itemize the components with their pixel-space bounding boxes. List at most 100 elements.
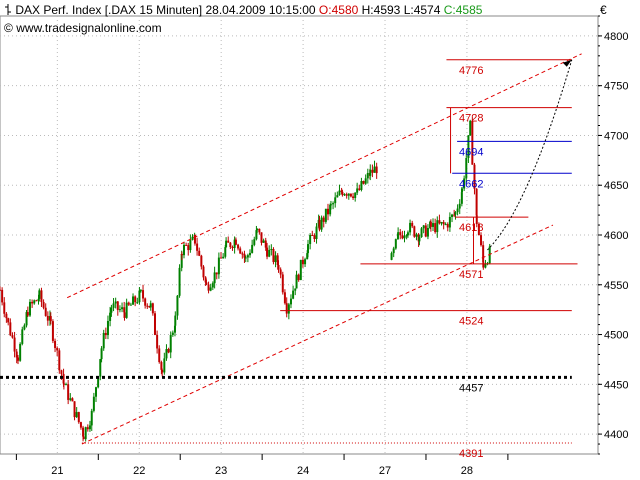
candle-body — [178, 267, 181, 296]
candle-body — [42, 301, 45, 308]
level-label: 4524 — [459, 316, 483, 328]
candle-body — [277, 264, 280, 270]
candle-body — [409, 222, 412, 233]
candle-body — [460, 192, 463, 204]
candle-body — [139, 290, 142, 292]
candle-body — [160, 362, 163, 370]
candle-body — [390, 253, 393, 260]
currency-symbol: € — [600, 3, 607, 17]
y-tick-label: 4700 — [604, 130, 628, 142]
candle-body — [156, 334, 159, 349]
candle-body — [110, 307, 113, 313]
candle-body — [482, 245, 485, 263]
candle-body — [3, 302, 6, 314]
candle-body — [46, 315, 49, 321]
candle-body — [193, 234, 196, 244]
candle-body — [134, 296, 137, 303]
candle-body — [352, 196, 355, 199]
candle-body — [100, 348, 103, 360]
candle-body — [82, 427, 85, 437]
candle-body — [349, 193, 352, 197]
candle-body — [418, 236, 421, 242]
candle-body — [371, 169, 374, 173]
candle-body — [77, 412, 80, 423]
candle-body — [161, 369, 164, 373]
candle-body — [241, 253, 244, 255]
candle-body — [442, 222, 445, 225]
candle-body — [169, 334, 172, 353]
candle-body — [354, 192, 357, 199]
candle-body — [102, 332, 105, 349]
candle-body — [426, 227, 429, 237]
candle-body — [132, 296, 135, 305]
candle-body — [37, 298, 40, 301]
candle-body — [88, 425, 91, 430]
candle-body — [484, 263, 487, 268]
level-label: 4618 — [459, 222, 483, 234]
candle-body — [475, 188, 478, 216]
candle-body — [211, 283, 214, 288]
y-tick-label: 4550 — [604, 280, 628, 292]
candle-body — [123, 307, 126, 313]
level-label: 4776 — [459, 65, 483, 77]
candle-body — [227, 240, 230, 243]
y-tick-label: 4750 — [604, 81, 628, 93]
candle-body — [322, 217, 325, 222]
candle-body — [429, 221, 432, 227]
candle-body — [202, 266, 205, 278]
candle-body — [448, 216, 451, 228]
candle-body — [123, 312, 126, 318]
candle-body — [17, 357, 20, 361]
candle-body — [222, 256, 225, 259]
candle-body — [406, 232, 409, 236]
candle-body — [451, 214, 454, 217]
candle-body — [454, 212, 457, 215]
candle-body — [253, 239, 256, 245]
x-tick-label: 24 — [297, 465, 309, 477]
candle-body — [23, 325, 26, 330]
candle-body — [405, 235, 408, 237]
candle-body — [301, 259, 304, 265]
candle-body — [217, 257, 220, 275]
candle-body — [465, 158, 468, 179]
candle-body — [171, 332, 174, 335]
candle-body — [167, 349, 170, 353]
candle-body — [432, 223, 435, 227]
candle-body — [0, 289, 1, 291]
candle-body — [174, 315, 177, 326]
candle-body — [239, 248, 242, 254]
candle-body — [289, 298, 292, 305]
candle-body — [394, 239, 397, 249]
chart-header: DAX Perf. Index [.DAX 15 Minuten] 28.04.… — [4, 3, 482, 17]
level-label: 4457 — [459, 382, 483, 394]
candle-body — [58, 350, 61, 371]
candle-body — [28, 301, 31, 316]
y-tick-label: 4450 — [604, 379, 628, 391]
candle-body — [324, 208, 327, 222]
candle-body — [67, 384, 70, 400]
candle-body — [274, 255, 277, 263]
channel-upper-line — [66, 53, 582, 299]
forecast-arrow — [487, 59, 573, 251]
candle-body — [262, 240, 265, 243]
candle-body — [62, 373, 65, 384]
candle-body — [84, 427, 87, 440]
candle-body — [341, 191, 344, 196]
candle-body — [153, 313, 156, 335]
candle-body — [200, 255, 203, 267]
candle-body — [307, 244, 310, 254]
candle-body — [243, 253, 246, 258]
candle-body — [246, 255, 249, 258]
candle-body — [9, 322, 12, 336]
candle-body — [165, 349, 168, 359]
candle-body — [467, 135, 470, 159]
candle-body — [237, 244, 240, 249]
candle-body — [231, 247, 234, 249]
copyright-icon: © — [4, 21, 13, 35]
candle-body — [362, 181, 365, 184]
candle-body — [220, 257, 223, 259]
candle-body — [438, 220, 441, 224]
level-label: 4694 — [459, 146, 483, 158]
candle-body — [95, 387, 98, 397]
